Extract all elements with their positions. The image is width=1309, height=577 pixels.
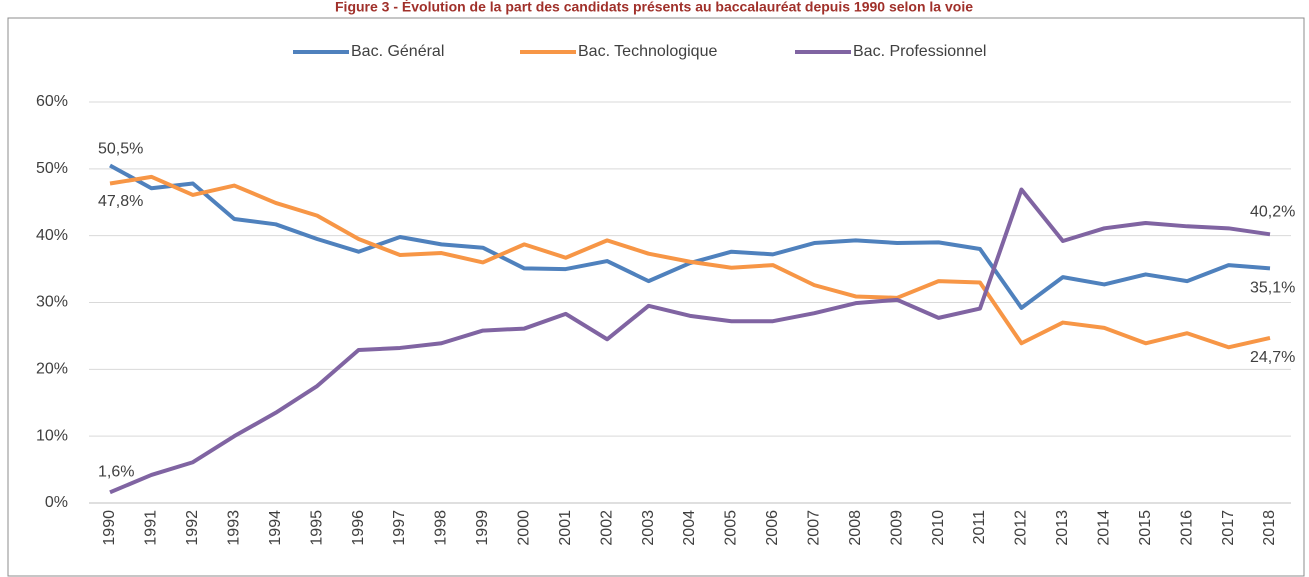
x-tick-label: 2013: [1054, 510, 1071, 546]
x-tick-label: 1995: [308, 510, 325, 546]
x-tick-label: 2001: [557, 510, 574, 546]
x-tick-label: 2000: [516, 510, 533, 546]
x-tick-label: 1990: [101, 510, 118, 546]
x-tick-label: 2011: [971, 510, 988, 545]
x-tick-label: 1998: [433, 510, 450, 546]
legend-label: Bac. Général: [351, 43, 444, 60]
data-label: 50,5%: [98, 141, 143, 158]
series-line: [109, 187, 1271, 495]
series-line: [109, 174, 1271, 350]
x-tick-label: 2005: [723, 510, 740, 546]
data-label: 47,8%: [98, 193, 143, 210]
y-tick-label: 60%: [36, 93, 68, 110]
x-tick-label: 2004: [681, 510, 698, 546]
x-tick-label: 2003: [640, 510, 657, 546]
x-tick-label: 1996: [350, 510, 367, 546]
x-tick-label: 2016: [1178, 510, 1195, 546]
x-tick-label: 1994: [267, 510, 284, 546]
y-tick-label: 0%: [45, 494, 68, 511]
y-tick-label: 40%: [36, 227, 68, 244]
data-label: 40,2%: [1250, 204, 1295, 221]
x-tick-label: 2015: [1137, 510, 1154, 546]
x-tick-label: 1991: [143, 510, 160, 546]
y-tick-label: 50%: [36, 160, 68, 177]
data-label: 1,6%: [98, 464, 134, 481]
legend-label: Bac. Technologique: [578, 43, 717, 60]
x-tick-label: 2002: [598, 510, 615, 546]
data-label: 24,7%: [1250, 349, 1295, 366]
y-tick-label: 20%: [36, 361, 68, 378]
y-tick-label: 30%: [36, 294, 68, 311]
x-tick-label: 2014: [1096, 510, 1113, 546]
x-tick-label: 2018: [1261, 510, 1278, 546]
x-tick-label: 1997: [391, 510, 408, 546]
x-tick-label: 2006: [764, 510, 781, 546]
x-tick-label: 1993: [226, 510, 243, 546]
x-tick-label: 2008: [847, 510, 864, 546]
x-tick-label: 1999: [474, 510, 491, 546]
legend-label: Bac. Professionnel: [853, 43, 986, 60]
x-tick-label: 2017: [1220, 510, 1237, 546]
x-tick-label: 2009: [888, 510, 905, 546]
x-tick-label: 2010: [930, 510, 947, 546]
y-tick-label: 10%: [36, 427, 68, 444]
chart-frame: [7, 17, 1305, 577]
x-tick-label: 2007: [806, 510, 823, 546]
chart-title: Figure 3 - Évolution de la part des cand…: [335, 0, 973, 15]
x-tick-label: 2012: [1013, 510, 1030, 546]
x-tick-label: 1992: [184, 510, 201, 546]
data-label: 35,1%: [1250, 280, 1295, 297]
